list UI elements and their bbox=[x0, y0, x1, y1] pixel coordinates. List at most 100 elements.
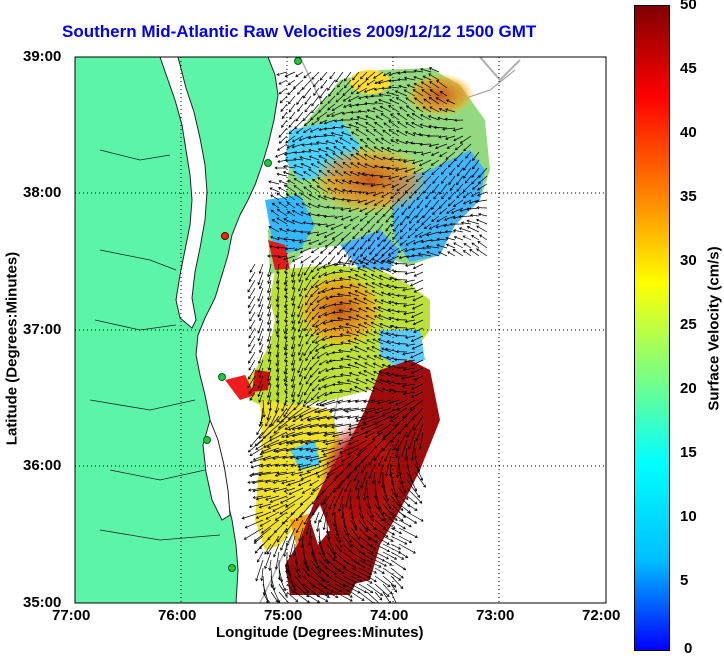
velocity-arrow bbox=[453, 242, 464, 249]
velocity-arrow bbox=[326, 111, 336, 117]
velocity-arrow bbox=[462, 191, 472, 199]
velocity-arrow bbox=[400, 375, 416, 380]
velocity-arrow bbox=[454, 143, 464, 151]
velocity-arrow bbox=[330, 287, 344, 291]
velocity-arrow bbox=[277, 143, 288, 151]
velocity-arrow bbox=[372, 107, 384, 113]
velocity-arrow bbox=[275, 245, 288, 250]
velocity-arrow bbox=[379, 331, 392, 337]
velocity-arrow bbox=[456, 183, 464, 192]
colorbar bbox=[634, 5, 670, 651]
velocity-arrow bbox=[413, 271, 424, 277]
velocity-arrow bbox=[342, 87, 352, 96]
velocity-arrow bbox=[367, 231, 376, 242]
velocity-arrow bbox=[375, 247, 384, 257]
velocity-arrow bbox=[328, 359, 344, 363]
velocity-arrow bbox=[269, 235, 280, 241]
velocity-arrow bbox=[322, 511, 328, 531]
velocity-arrow bbox=[257, 271, 264, 286]
velocity-arrow bbox=[304, 367, 312, 380]
velocity-arrow bbox=[395, 139, 408, 145]
velocity-arrow bbox=[331, 103, 344, 112]
velocity-arrow bbox=[355, 103, 368, 107]
velocity-arrow bbox=[428, 223, 440, 230]
velocity-arrow bbox=[293, 193, 304, 201]
velocity-arrow bbox=[300, 192, 312, 201]
velocity-arrow bbox=[349, 268, 360, 273]
velocity-arrow bbox=[381, 407, 400, 417]
velocity-arrow bbox=[340, 357, 352, 361]
velocity-arrow bbox=[276, 217, 288, 225]
velocity-arrow bbox=[345, 407, 368, 413]
velocity-arrow bbox=[353, 337, 368, 345]
velocity-arrow bbox=[339, 373, 352, 377]
velocity-arrow bbox=[330, 367, 344, 371]
velocity-arrow bbox=[337, 79, 344, 88]
velocity-arrow bbox=[404, 335, 416, 340]
velocity-arrow bbox=[309, 127, 320, 133]
velocity-arrow bbox=[311, 303, 320, 312]
colorbar-tick: 45 bbox=[680, 60, 697, 77]
velocity-arrow bbox=[406, 479, 420, 498]
velocity-arrow bbox=[290, 351, 296, 366]
velocity-arrow bbox=[398, 519, 412, 528]
velocity-arrow bbox=[265, 415, 272, 427]
velocity-arrow bbox=[354, 290, 368, 297]
velocity-arrow bbox=[278, 415, 288, 424]
velocity-arrow bbox=[460, 221, 472, 225]
velocity-arrow bbox=[330, 223, 344, 230]
velocity-arrow bbox=[373, 370, 384, 377]
velocity-arrow bbox=[258, 263, 264, 275]
velocity-arrow bbox=[318, 583, 334, 593]
velocity-arrow bbox=[405, 105, 416, 113]
velocity-arrow bbox=[326, 591, 339, 599]
velocity-arrow bbox=[316, 185, 328, 193]
velocity-arrow bbox=[294, 567, 301, 578]
velocity-arrow bbox=[459, 207, 472, 213]
velocity-arrow bbox=[404, 319, 416, 324]
velocity-arrow bbox=[298, 271, 304, 283]
velocity-arrow bbox=[248, 487, 264, 492]
velocity-arrow bbox=[432, 183, 440, 194]
velocity-arrow bbox=[275, 343, 280, 358]
velocity-arrow bbox=[286, 210, 296, 217]
velocity-arrow bbox=[276, 71, 288, 76]
velocity-arrow bbox=[259, 463, 272, 468]
velocity-arrow bbox=[472, 183, 480, 190]
velocity-arrow bbox=[257, 351, 264, 365]
velocity-arrow bbox=[365, 330, 376, 337]
velocity-arrow bbox=[358, 307, 368, 313]
velocity-arrow bbox=[332, 375, 344, 379]
velocity-arrow bbox=[357, 259, 368, 265]
velocity-arrow bbox=[348, 372, 360, 377]
velocity-arrow bbox=[328, 407, 352, 413]
pamlico-sound bbox=[202, 418, 231, 521]
velocity-arrow bbox=[357, 199, 368, 204]
x-tick-label: 75:00 bbox=[264, 607, 303, 624]
velocity-arrow bbox=[371, 282, 384, 289]
velocity-arrow bbox=[410, 359, 424, 367]
velocity-arrow bbox=[377, 306, 392, 313]
velocity-arrow bbox=[267, 359, 272, 371]
velocity-arrow bbox=[394, 325, 408, 330]
velocity-arrow bbox=[296, 95, 304, 105]
velocity-arrow bbox=[337, 495, 344, 513]
velocity-arrow bbox=[389, 415, 400, 422]
velocity-arrow bbox=[390, 591, 397, 603]
velocity-arrow bbox=[419, 142, 432, 147]
velocity-arrow bbox=[287, 79, 296, 86]
velocity-arrow bbox=[357, 283, 368, 289]
velocity-arrow bbox=[359, 239, 368, 250]
velocity-arrow bbox=[340, 455, 352, 463]
velocity-arrow bbox=[322, 303, 336, 309]
velocity-arrow bbox=[430, 151, 440, 156]
velocity-arrow bbox=[346, 199, 360, 203]
x-tick-label: 73:00 bbox=[476, 607, 515, 624]
velocity-arrow bbox=[313, 87, 320, 96]
velocity-arrow bbox=[255, 439, 272, 450]
velocity-arrow bbox=[299, 415, 312, 422]
velocity-arrow bbox=[432, 175, 440, 184]
velocity-arrow bbox=[276, 279, 280, 290]
velocity-arrow bbox=[293, 171, 304, 177]
velocity-arrow bbox=[348, 299, 360, 305]
